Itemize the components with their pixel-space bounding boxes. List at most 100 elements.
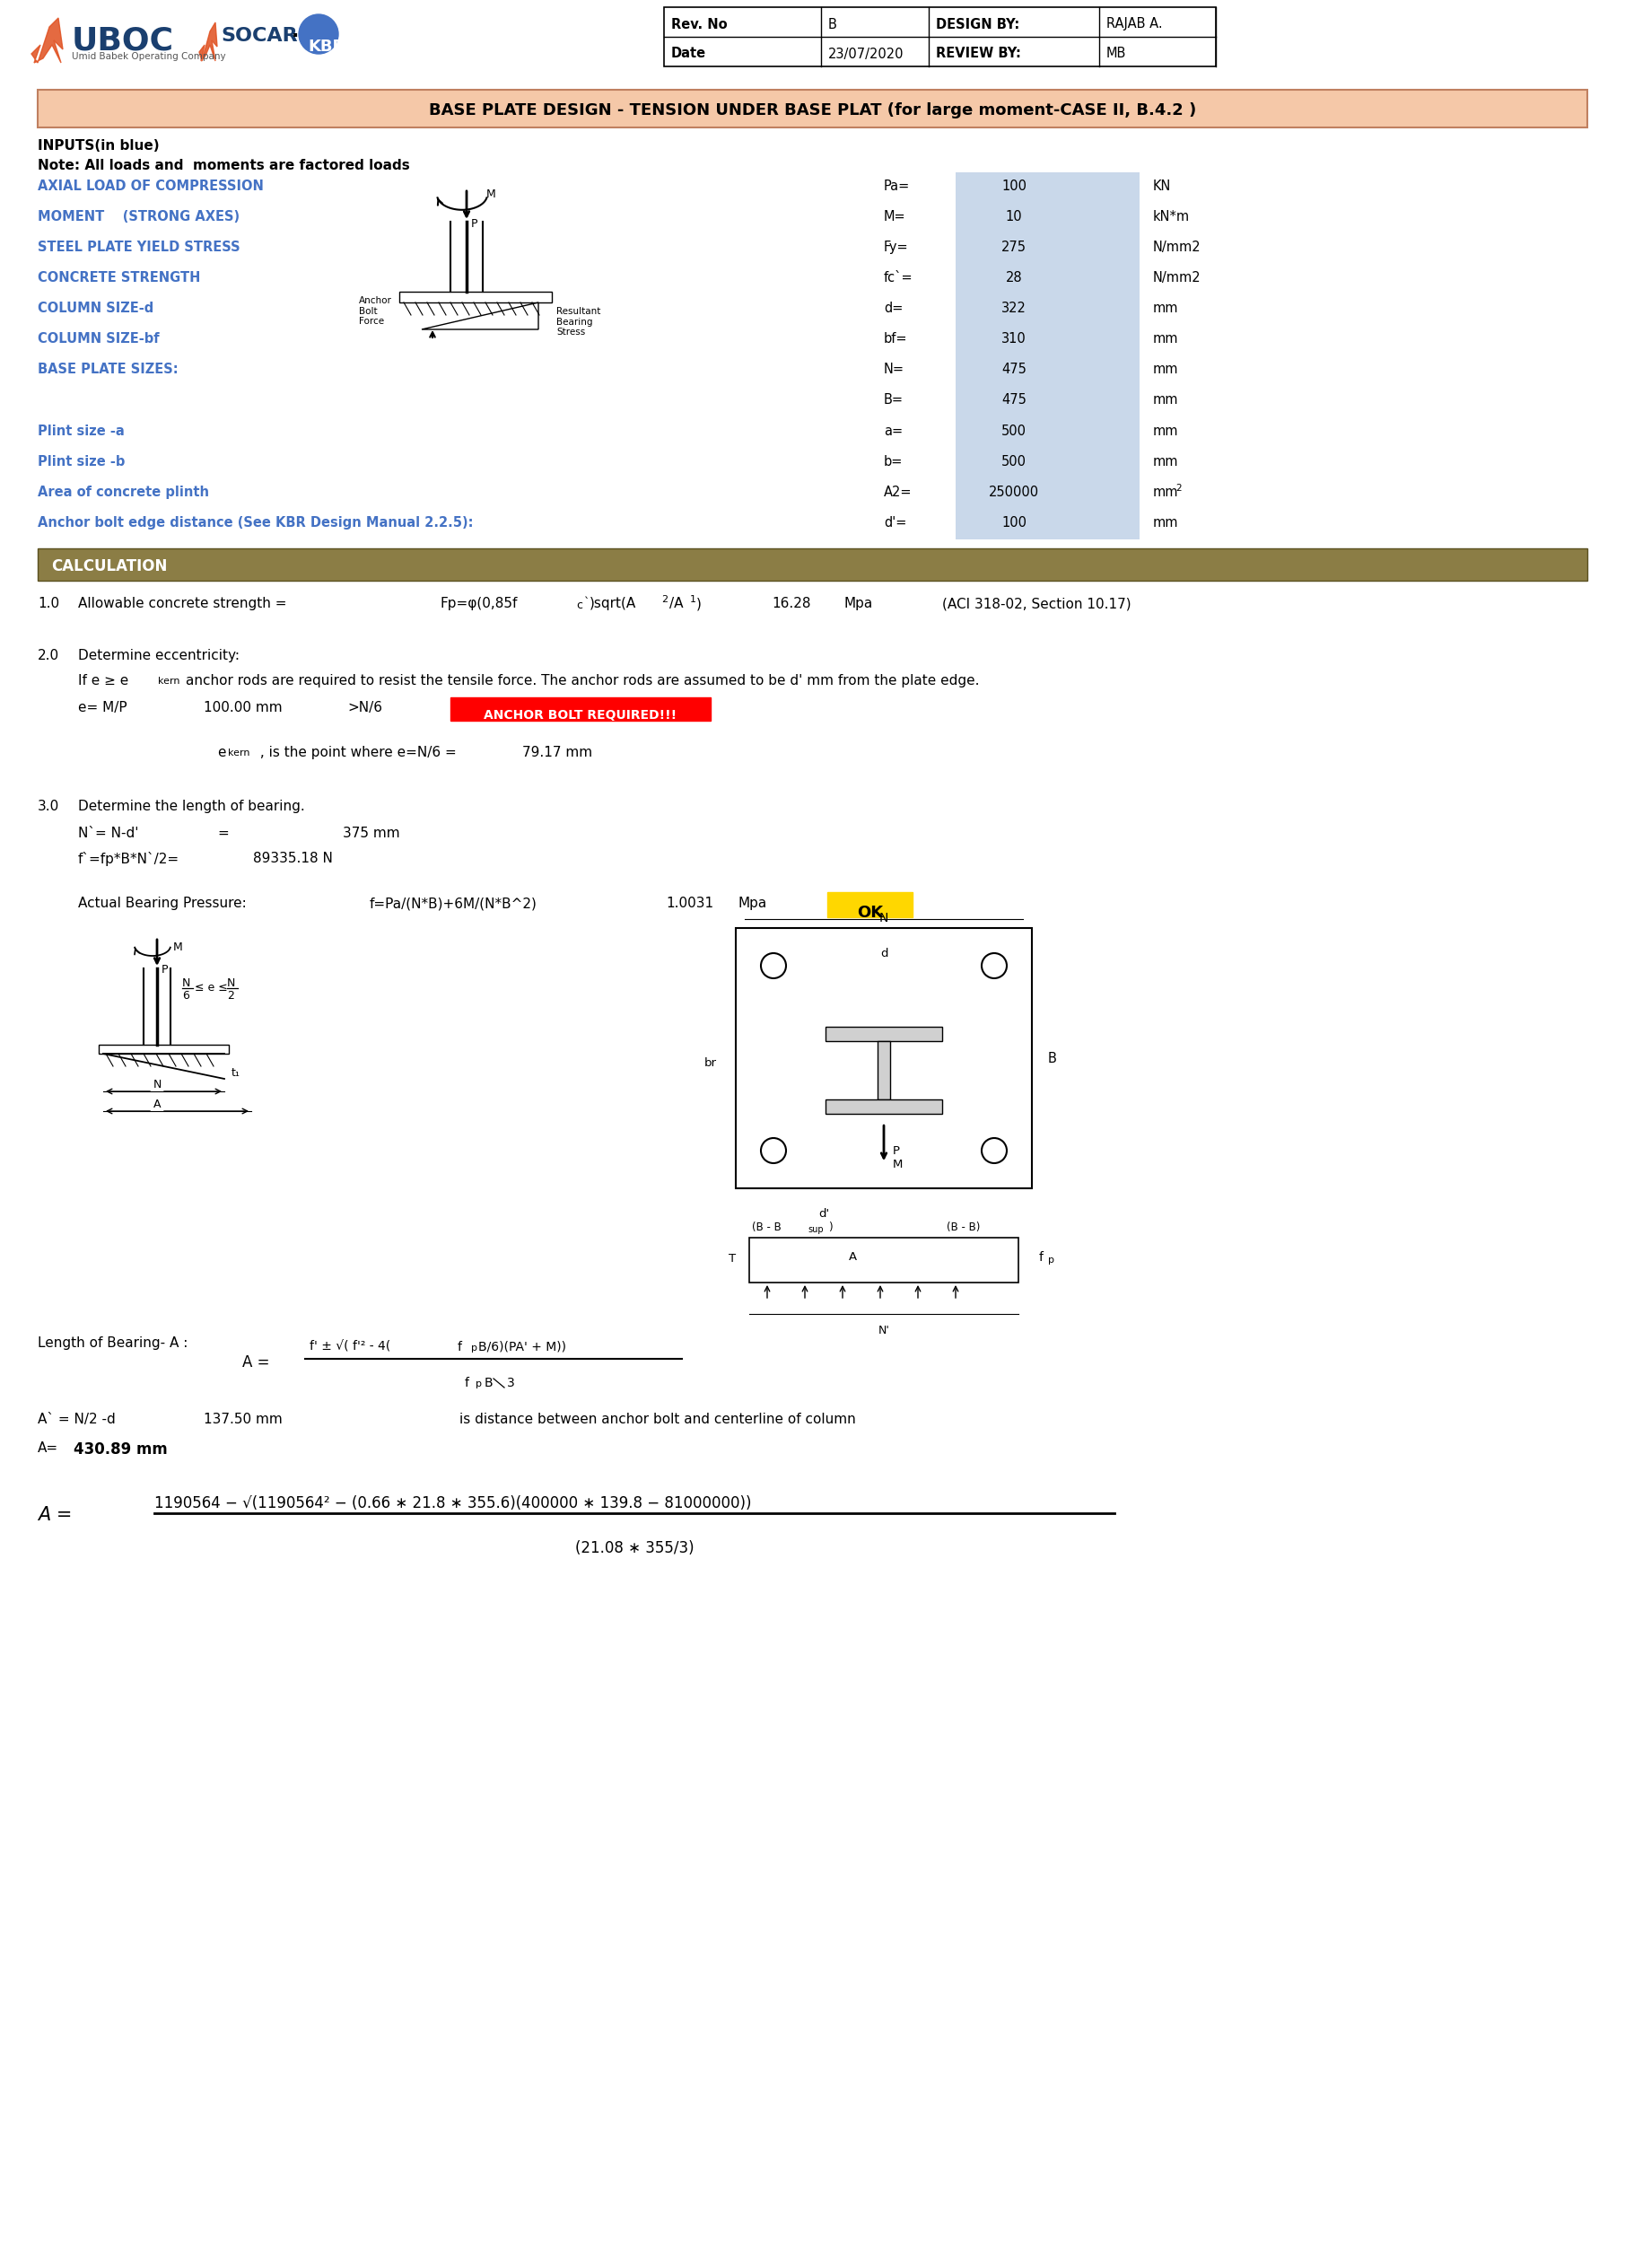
Bar <box>955 172 1139 540</box>
Text: is distance between anchor bolt and centerline of column: is distance between anchor bolt and cent… <box>460 1413 856 1427</box>
Text: Length of Bearing- A :: Length of Bearing- A : <box>37 1336 188 1349</box>
Text: M: M <box>486 188 496 200</box>
Polygon shape <box>200 23 218 61</box>
Text: f: f <box>465 1377 470 1390</box>
Text: Area of concrete plinth: Area of concrete plinth <box>37 485 210 499</box>
Text: A2=: A2= <box>884 485 912 499</box>
Text: mm: mm <box>1154 302 1178 315</box>
Text: (21.08 ∗ 355/3): (21.08 ∗ 355/3) <box>575 1540 694 1556</box>
Text: (B - B: (B - B <box>752 1222 782 1234</box>
Text: B: B <box>484 1377 492 1390</box>
Text: 1.0: 1.0 <box>37 596 60 610</box>
Text: )sqrt(A: )sqrt(A <box>590 596 637 610</box>
Text: kern: kern <box>228 748 250 758</box>
Text: mm: mm <box>1154 392 1178 406</box>
Text: p: p <box>471 1343 478 1352</box>
Text: STEEL PLATE YIELD STRESS: STEEL PLATE YIELD STRESS <box>37 240 241 254</box>
Text: Mpa: Mpa <box>738 896 767 909</box>
Text: 375 mm: 375 mm <box>343 826 400 839</box>
Text: 3.0: 3.0 <box>37 801 60 814</box>
Text: MB: MB <box>1107 48 1126 61</box>
Text: INPUTS(in blue): INPUTS(in blue) <box>37 138 159 152</box>
Text: 310: 310 <box>1001 331 1027 345</box>
Text: t₁: t₁ <box>231 1068 240 1080</box>
Text: 100: 100 <box>1001 517 1027 528</box>
Text: N': N' <box>878 1325 889 1336</box>
Text: AXIAL LOAD OF COMPRESSION: AXIAL LOAD OF COMPRESSION <box>37 179 263 193</box>
Text: 3: 3 <box>507 1377 515 1390</box>
Text: BASE PLATE DESIGN - TENSION UNDER BASE PLAT (for large moment-CASE II, B.4.2 ): BASE PLATE DESIGN - TENSION UNDER BASE P… <box>429 102 1196 118</box>
Text: 2.0: 2.0 <box>37 649 60 662</box>
Text: M=: M= <box>884 211 905 225</box>
Text: 6: 6 <box>182 989 188 1002</box>
Text: A =: A = <box>242 1354 270 1370</box>
Text: P: P <box>471 218 478 229</box>
Text: d: d <box>881 948 887 959</box>
Text: >N/6: >N/6 <box>348 701 382 714</box>
Text: P: P <box>892 1145 900 1157</box>
Text: 79.17 mm: 79.17 mm <box>522 746 593 760</box>
Text: 100.00 mm: 100.00 mm <box>203 701 283 714</box>
Text: N`= N-d': N`= N-d' <box>78 826 138 839</box>
Text: 275: 275 <box>1001 240 1027 254</box>
Text: , is the point where e=N/6 =: , is the point where e=N/6 = <box>255 746 457 760</box>
Text: 430.89 mm: 430.89 mm <box>73 1442 167 1458</box>
Text: Allowable concrete strength =: Allowable concrete strength = <box>78 596 286 610</box>
Text: UBOC: UBOC <box>72 25 174 57</box>
Text: =: = <box>218 826 229 839</box>
Text: Anchor bolt edge distance (See KBR Design Manual 2.2.5):: Anchor bolt edge distance (See KBR Desig… <box>37 517 473 528</box>
Text: 1.0031: 1.0031 <box>666 896 713 909</box>
Text: b=: b= <box>884 456 904 469</box>
Bar <box>827 891 913 916</box>
Circle shape <box>982 953 1008 978</box>
Text: Actual Bearing Pressure:: Actual Bearing Pressure: <box>78 896 247 909</box>
Circle shape <box>760 953 786 978</box>
Text: KBR: KBR <box>307 39 344 54</box>
Text: 10: 10 <box>1006 211 1022 225</box>
Text: mm: mm <box>1154 517 1178 528</box>
Text: d=: d= <box>884 302 904 315</box>
Text: d': d' <box>819 1209 830 1220</box>
Text: bf=: bf= <box>884 331 908 345</box>
Text: p: p <box>1048 1256 1055 1266</box>
Text: 322: 322 <box>1001 302 1027 315</box>
Text: br: br <box>704 1057 717 1068</box>
Text: `: ` <box>583 596 590 608</box>
Text: ANCHOR BOLT REQUIRED!!!: ANCHOR BOLT REQUIRED!!! <box>484 710 678 721</box>
Text: 16.28: 16.28 <box>772 596 811 610</box>
Text: A=: A= <box>37 1442 58 1454</box>
Text: Plint size -a: Plint size -a <box>37 424 125 438</box>
Bar <box>99 1046 229 1055</box>
Text: 1: 1 <box>691 594 695 603</box>
Text: mm: mm <box>1154 456 1178 469</box>
Polygon shape <box>31 18 63 64</box>
Text: M: M <box>892 1159 904 1170</box>
Text: BASE PLATE SIZES:: BASE PLATE SIZES: <box>37 363 179 376</box>
Text: 89335.18 N: 89335.18 N <box>254 853 333 864</box>
Text: ·: · <box>291 27 299 45</box>
Text: 475: 475 <box>1001 363 1027 376</box>
Text: 250000: 250000 <box>988 485 1038 499</box>
Text: 2: 2 <box>1175 483 1181 492</box>
Text: CALCULATION: CALCULATION <box>50 558 167 574</box>
Text: N: N <box>182 978 190 989</box>
Text: f`=fp*B*N`/2=: f`=fp*B*N`/2= <box>78 853 180 866</box>
Text: N: N <box>879 912 889 925</box>
Text: Umid Babek Operating Company: Umid Babek Operating Company <box>72 52 226 61</box>
Text: a=: a= <box>884 424 904 438</box>
Text: 1190564 − √(1190564² − (0.66 ∗ 21.8 ∗ 355.6)(400000 ∗ 139.8 − 81000000)): 1190564 − √(1190564² − (0.66 ∗ 21.8 ∗ 35… <box>154 1495 751 1510</box>
Circle shape <box>982 1139 1008 1163</box>
Text: ≤ e ≤: ≤ e ≤ <box>195 982 228 993</box>
Text: Determine eccentricity:: Determine eccentricity: <box>78 649 239 662</box>
Text: SOCAR: SOCAR <box>221 27 297 45</box>
Text: N/mm2: N/mm2 <box>1154 240 1201 254</box>
Text: Fy=: Fy= <box>884 240 908 254</box>
Text: sup: sup <box>808 1225 824 1234</box>
Text: c: c <box>577 599 582 610</box>
Text: 28: 28 <box>1006 272 1022 284</box>
Text: Determine the length of bearing.: Determine the length of bearing. <box>78 801 306 814</box>
Bar <box>749 1238 1019 1281</box>
Text: f=Pa/(N*B)+6M/(N*B^2): f=Pa/(N*B)+6M/(N*B^2) <box>369 896 538 909</box>
Text: N=: N= <box>884 363 905 376</box>
Text: KN: KN <box>1154 179 1172 193</box>
